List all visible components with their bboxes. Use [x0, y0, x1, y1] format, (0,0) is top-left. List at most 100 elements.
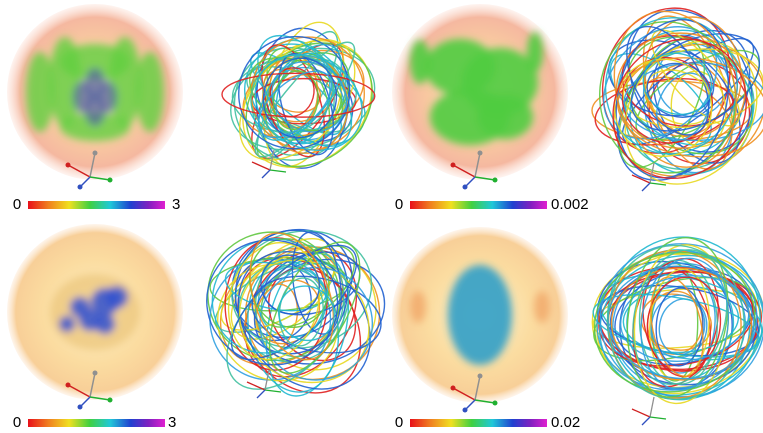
axis-head — [107, 397, 113, 403]
streamline — [607, 265, 755, 380]
streamline — [632, 249, 728, 386]
streamline — [220, 250, 336, 331]
streamline — [621, 56, 713, 144]
feature-blob — [95, 314, 115, 334]
streamline — [670, 70, 727, 148]
streamline — [278, 277, 324, 347]
streamline — [640, 257, 730, 391]
streamline — [260, 254, 320, 315]
axis-head — [477, 373, 483, 379]
axis-arrow — [89, 176, 111, 181]
volume-feature — [410, 265, 550, 365]
panel: 0 0.02 — [392, 227, 763, 431]
streamline — [221, 72, 376, 118]
streamline — [224, 261, 327, 312]
axis-arrow — [264, 389, 282, 393]
streamline — [610, 267, 753, 381]
streamline — [224, 237, 328, 371]
axis-head — [65, 162, 71, 168]
panel: 0 0.002 — [392, 4, 763, 213]
colorbar-max-label: 3 — [172, 196, 180, 213]
streamline — [262, 57, 338, 139]
streamline — [638, 259, 719, 385]
axis-arrow — [452, 387, 476, 401]
streamlines — [221, 21, 376, 169]
colorbar-min-label: 0 — [13, 196, 21, 213]
axis-head — [65, 382, 71, 388]
colorbar-max-label: 0.002 — [551, 196, 589, 213]
streamline — [650, 276, 704, 377]
feature-blob — [26, 52, 54, 132]
axis-head — [477, 150, 483, 156]
axis-arrow — [67, 164, 91, 178]
volume-feature — [410, 32, 543, 145]
streamline — [249, 232, 335, 361]
axis-arrow — [452, 164, 476, 178]
streamline — [249, 56, 344, 132]
streamline — [272, 70, 319, 131]
axis-head — [492, 400, 498, 406]
axis-arrow — [649, 162, 655, 184]
streamline — [619, 275, 750, 362]
colorbar-min-label: 0 — [395, 196, 403, 213]
streamline — [251, 275, 382, 354]
feature-side — [410, 291, 426, 323]
colorbar — [28, 419, 165, 427]
streamlines — [591, 236, 763, 405]
axis-head — [450, 162, 456, 168]
streamline — [642, 52, 713, 115]
axis-arrow — [474, 399, 496, 404]
streamline — [257, 70, 333, 139]
feature-core — [85, 68, 105, 100]
colorbar — [410, 201, 547, 209]
streamline — [238, 35, 351, 150]
axis-head — [462, 407, 468, 413]
feature-blob — [60, 44, 130, 80]
axis-arrow — [269, 169, 287, 173]
streamline — [269, 67, 315, 118]
streamline — [245, 42, 373, 168]
feature-blob — [60, 113, 130, 141]
colorbar — [410, 419, 547, 427]
streamline — [592, 293, 760, 358]
axis-head — [77, 184, 83, 190]
streamline — [291, 231, 342, 335]
streamline — [277, 285, 335, 342]
axis-arrow — [89, 396, 111, 401]
streamlines — [206, 228, 386, 397]
axis-head — [107, 177, 113, 183]
colorbar-max-label: 3 — [168, 414, 176, 431]
streamline — [258, 43, 343, 141]
axis-head — [92, 150, 98, 156]
streamline — [626, 25, 710, 136]
streamline — [613, 10, 738, 168]
axis-arrow — [269, 149, 275, 171]
streamline — [655, 287, 704, 367]
streamline — [656, 72, 711, 141]
axis-arrow — [649, 396, 655, 418]
axis-head — [77, 404, 83, 410]
streamline — [606, 244, 745, 400]
axis-arrow — [256, 389, 266, 399]
feature-blob — [477, 95, 533, 139]
axis-arrow — [89, 152, 96, 178]
axis-arrow — [251, 161, 271, 171]
streamline — [613, 58, 713, 157]
feature-blob — [448, 265, 512, 365]
streamline — [254, 53, 363, 151]
streamline — [275, 52, 331, 145]
axis-arrow — [246, 381, 266, 391]
axis-arrow — [641, 182, 651, 192]
axis-arrow — [474, 375, 481, 401]
colorbar-min-label: 0 — [13, 414, 21, 431]
axis-head — [92, 370, 98, 376]
streamline — [646, 276, 722, 372]
axis-head — [462, 184, 468, 190]
streamline — [626, 237, 729, 398]
streamline — [206, 239, 339, 366]
volume-feature — [50, 274, 140, 350]
colorbar-min-label: 0 — [395, 414, 403, 431]
axis-arrow — [631, 408, 651, 418]
